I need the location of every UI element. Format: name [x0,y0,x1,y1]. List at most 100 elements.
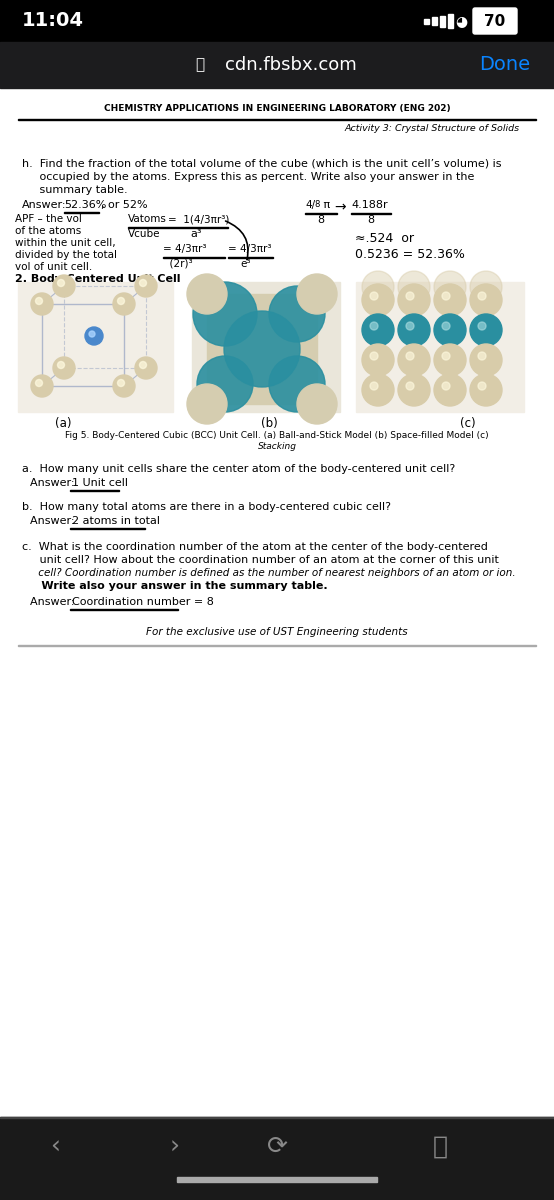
Circle shape [362,374,394,406]
Text: , or 52%: , or 52% [101,200,147,210]
Bar [356,282,524,412]
Text: 4/: 4/ [305,200,315,210]
Text: Write also your answer in the summary table.: Write also your answer in the summary ta… [22,581,327,590]
Text: Fig 5. Body-Centered Cubic (BCC) Unit Cell. (a) Ball-and-Stick Model (b) Space-f: Fig 5. Body-Centered Cubic (BCC) Unit Ce… [65,431,489,440]
Circle shape [370,292,378,300]
Bar [0,1117,554,1200]
Circle shape [197,356,253,412]
Circle shape [85,326,103,346]
Circle shape [53,358,75,379]
Text: 🔒: 🔒 [196,58,204,72]
Text: Done: Done [479,55,530,74]
Text: ≈.524  or: ≈.524 or [355,232,414,245]
Circle shape [297,384,337,424]
Text: occupied by the atoms. Express this as percent. Write also your answer in the: occupied by the atoms. Express this as p… [22,172,474,182]
Text: a.  How many unit cells share the center atom of the body-centered unit cell?: a. How many unit cells share the center … [22,464,455,474]
Circle shape [478,292,486,300]
Text: 8: 8 [317,215,325,226]
Circle shape [362,314,394,346]
Text: Coordination number = 8: Coordination number = 8 [72,596,214,607]
Text: APF – the vol: APF – the vol [15,214,82,224]
Text: ‹: ‹ [50,1135,60,1159]
Circle shape [470,344,502,376]
Text: ›: › [170,1135,180,1159]
Circle shape [269,286,325,342]
Circle shape [442,352,450,360]
Circle shape [117,298,125,305]
Circle shape [117,379,125,386]
Circle shape [478,322,486,330]
Circle shape [193,282,257,346]
Text: 1 Unit cell: 1 Unit cell [72,478,128,488]
Text: b.  How many total atoms are there in a body-centered cubic cell?: b. How many total atoms are there in a b… [22,502,391,512]
Circle shape [442,322,450,330]
Circle shape [269,356,325,412]
Text: Answer:: Answer: [30,478,78,488]
Bar [0,42,554,88]
Text: c.  What is the coordination number of the atom at the center of the body-center: c. What is the coordination number of th… [22,542,488,552]
Bar [448,14,453,28]
Text: 8: 8 [314,200,319,209]
Text: CHEMISTRY APPLICATIONS IN ENGINEERING LABORATORY (ENG 202): CHEMISTRY APPLICATIONS IN ENGINEERING LA… [104,104,450,113]
Text: Answer:: Answer: [30,516,78,526]
Circle shape [406,352,414,360]
FancyBboxPatch shape [207,294,317,404]
Circle shape [362,284,394,316]
Text: h.  Find the fraction of the total volume of the cube (which is the unit cell’s : h. Find the fraction of the total volume… [22,158,501,169]
Text: Answer:: Answer: [30,596,78,607]
Circle shape [398,374,430,406]
Text: (2r)³: (2r)³ [163,259,193,269]
Text: Answer:: Answer: [22,200,66,210]
Circle shape [434,284,466,316]
Text: summary table.: summary table. [22,185,127,194]
Text: 11:04: 11:04 [22,12,84,30]
Circle shape [297,274,337,314]
Circle shape [370,382,378,390]
Text: 8: 8 [367,215,375,226]
Circle shape [53,275,75,296]
Circle shape [406,382,414,390]
Circle shape [370,352,378,360]
Text: divided by the total: divided by the total [15,250,117,260]
Text: 52.36%: 52.36% [64,200,106,210]
Text: within the unit cell,: within the unit cell, [15,238,116,248]
Circle shape [89,331,95,337]
Text: cell? Coordination number is defined as the number of nearest neighbors of an at: cell? Coordination number is defined as … [22,568,516,578]
Bar [18,282,173,412]
Text: Vatoms: Vatoms [128,214,167,224]
Text: Stacking: Stacking [258,442,296,451]
Circle shape [362,344,394,376]
Circle shape [135,275,157,296]
Circle shape [35,379,43,386]
Circle shape [113,374,135,397]
Circle shape [135,358,157,379]
Circle shape [406,292,414,300]
Text: 70: 70 [484,13,506,29]
Circle shape [362,271,394,302]
Text: (c): (c) [460,416,476,430]
Circle shape [434,344,466,376]
Bar [192,282,340,412]
Text: π: π [320,200,330,210]
Text: ⮭: ⮭ [433,1135,448,1159]
Circle shape [398,314,430,346]
Text: cdn.fbsbx.com: cdn.fbsbx.com [225,56,357,74]
Text: (a): (a) [55,416,71,430]
Text: = 4/3πr³: = 4/3πr³ [163,244,207,254]
Bar [440,16,445,26]
Text: →: → [334,200,346,214]
Text: =  1(4/3πr³): = 1(4/3πr³) [168,214,229,224]
Circle shape [187,384,227,424]
Text: = 4/3πr³: = 4/3πr³ [228,244,271,254]
Circle shape [187,274,227,314]
Circle shape [140,280,146,287]
Circle shape [442,382,450,390]
Circle shape [398,344,430,376]
Circle shape [434,314,466,346]
Circle shape [434,374,466,406]
Circle shape [434,271,466,302]
Circle shape [58,280,64,287]
FancyArrowPatch shape [225,221,248,259]
Text: (b): (b) [261,416,278,430]
Text: 0.5236 = 52.36%: 0.5236 = 52.36% [355,248,465,260]
